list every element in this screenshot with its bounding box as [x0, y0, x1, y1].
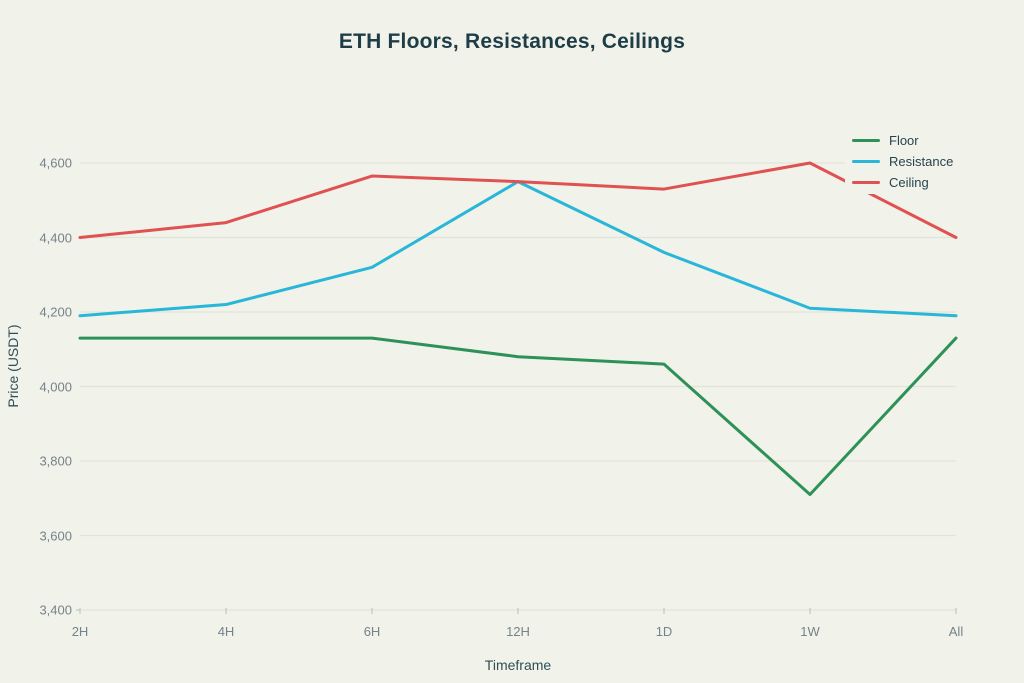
legend-item-resistance: Resistance	[852, 153, 953, 169]
legend-item-ceiling: Ceiling	[852, 174, 953, 190]
x-axis-title: Timeframe	[484, 657, 552, 673]
y-tick-label: 4,000	[39, 379, 72, 394]
x-tick-label: 4H	[217, 624, 235, 639]
y-tick-label: 4,200	[39, 304, 72, 320]
series-line-ceiling	[78, 161, 958, 239]
y-tick-label: 3,800	[39, 453, 72, 469]
y-tick-label: 4,400	[39, 230, 72, 245]
x-tick-label: 1D	[655, 624, 673, 639]
legend-label: Ceiling	[889, 174, 929, 190]
resistance-line-swatch-icon	[852, 159, 880, 163]
legend-item-floor: Floor	[852, 132, 953, 148]
x-tick-label: 2H	[71, 624, 89, 639]
floor-line-swatch-icon	[852, 138, 880, 142]
y-tick-label: 4,600	[39, 155, 72, 171]
chart-title: ETH Floors, Resistances, Ceilings	[338, 30, 686, 53]
y-tick-label: 3,400	[39, 602, 72, 618]
x-tick-label: 6H	[363, 624, 381, 639]
series-line-floor	[78, 336, 958, 497]
x-tick-label: 12H	[506, 624, 530, 639]
y-tick-label: 3,600	[39, 528, 72, 543]
chart-legend: Floor Resistance Ceiling	[845, 130, 962, 194]
series-line-resistance	[78, 180, 958, 318]
legend-label: Floor	[889, 132, 919, 148]
legend-label: Resistance	[889, 153, 954, 169]
x-tick-label: All	[948, 624, 964, 639]
y-axis-title: Price (USDT)	[5, 324, 21, 408]
x-tick-label: 1W	[800, 624, 820, 639]
ceiling-line-swatch-icon	[852, 180, 880, 184]
